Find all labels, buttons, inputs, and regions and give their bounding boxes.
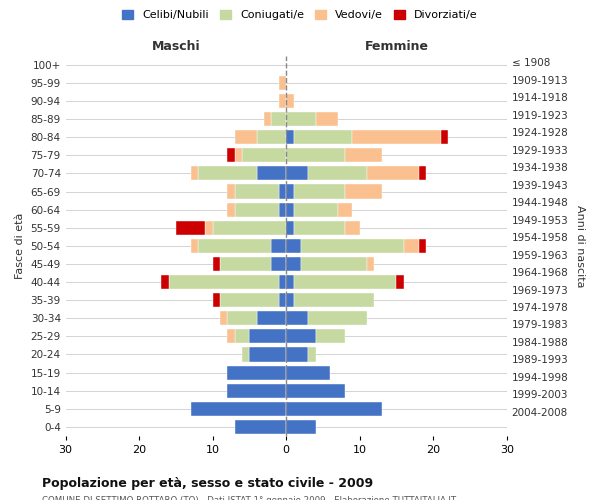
Bar	[286, 384, 345, 398]
Bar	[279, 275, 286, 289]
Bar	[345, 220, 360, 235]
Bar	[293, 202, 338, 216]
Legend: Celibi/Nubili, Coniugati/e, Vedovi/e, Divorziati/e: Celibi/Nubili, Coniugati/e, Vedovi/e, Di…	[118, 6, 482, 25]
Bar	[316, 112, 338, 126]
Bar	[191, 166, 198, 180]
Bar	[286, 239, 301, 253]
Bar	[227, 202, 235, 216]
Bar	[279, 184, 286, 198]
Bar	[286, 293, 293, 307]
Bar	[286, 257, 301, 271]
Bar	[198, 166, 257, 180]
Bar	[227, 366, 286, 380]
Bar	[212, 220, 286, 235]
Text: COMUNE DI SETTIMO ROTTARO (TO) - Dati ISTAT 1° gennaio 2009 - Elaborazione TUTTA: COMUNE DI SETTIMO ROTTARO (TO) - Dati IS…	[42, 496, 456, 500]
Bar	[220, 311, 227, 326]
Bar	[250, 348, 286, 362]
Bar	[271, 257, 286, 271]
Bar	[235, 202, 279, 216]
Bar	[242, 348, 250, 362]
Bar	[293, 220, 345, 235]
Text: Popolazione per età, sesso e stato civile - 2009: Popolazione per età, sesso e stato civil…	[42, 477, 373, 490]
Bar	[286, 94, 293, 108]
Bar	[169, 275, 279, 289]
Bar	[286, 330, 316, 344]
Y-axis label: Anni di nascita: Anni di nascita	[575, 204, 585, 287]
Bar	[279, 293, 286, 307]
Bar	[293, 293, 374, 307]
Bar	[271, 112, 286, 126]
Bar	[212, 257, 220, 271]
Bar	[235, 420, 286, 434]
Bar	[191, 239, 198, 253]
Bar	[176, 220, 205, 235]
Bar	[286, 166, 308, 180]
Bar	[279, 76, 286, 90]
Bar	[227, 311, 257, 326]
Bar	[286, 220, 293, 235]
Bar	[286, 311, 308, 326]
Bar	[301, 257, 367, 271]
Bar	[308, 311, 367, 326]
Bar	[212, 293, 220, 307]
Bar	[279, 202, 286, 216]
Bar	[161, 275, 169, 289]
Bar	[191, 402, 286, 416]
Bar	[293, 130, 352, 144]
Text: Femmine: Femmine	[364, 40, 428, 53]
Bar	[235, 130, 257, 144]
Bar	[419, 166, 426, 180]
Bar	[367, 257, 374, 271]
Bar	[308, 166, 367, 180]
Bar	[345, 148, 382, 162]
Bar	[419, 239, 426, 253]
Bar	[301, 239, 404, 253]
Bar	[316, 330, 345, 344]
Bar	[235, 184, 279, 198]
Bar	[338, 202, 352, 216]
Bar	[220, 257, 271, 271]
Bar	[404, 239, 419, 253]
Bar	[367, 166, 419, 180]
Bar	[279, 94, 286, 108]
Bar	[264, 112, 271, 126]
Text: Maschi: Maschi	[152, 40, 200, 53]
Bar	[286, 202, 293, 216]
Bar	[250, 330, 286, 344]
Bar	[227, 330, 235, 344]
Bar	[308, 348, 316, 362]
Bar	[286, 112, 316, 126]
Bar	[257, 166, 286, 180]
Y-axis label: Fasce di età: Fasce di età	[15, 212, 25, 279]
Bar	[293, 184, 345, 198]
Bar	[345, 184, 382, 198]
Bar	[257, 130, 286, 144]
Bar	[235, 330, 250, 344]
Bar	[440, 130, 448, 144]
Bar	[227, 148, 235, 162]
Bar	[286, 148, 345, 162]
Bar	[220, 293, 279, 307]
Bar	[286, 184, 293, 198]
Bar	[293, 275, 397, 289]
Bar	[286, 420, 316, 434]
Bar	[242, 148, 286, 162]
Bar	[227, 384, 286, 398]
Bar	[227, 184, 235, 198]
Bar	[257, 311, 286, 326]
Bar	[198, 239, 271, 253]
Bar	[286, 366, 331, 380]
Bar	[286, 130, 293, 144]
Bar	[235, 148, 242, 162]
Bar	[286, 275, 293, 289]
Bar	[286, 402, 382, 416]
Bar	[352, 130, 440, 144]
Bar	[397, 275, 404, 289]
Bar	[205, 220, 212, 235]
Bar	[286, 348, 308, 362]
Bar	[271, 239, 286, 253]
